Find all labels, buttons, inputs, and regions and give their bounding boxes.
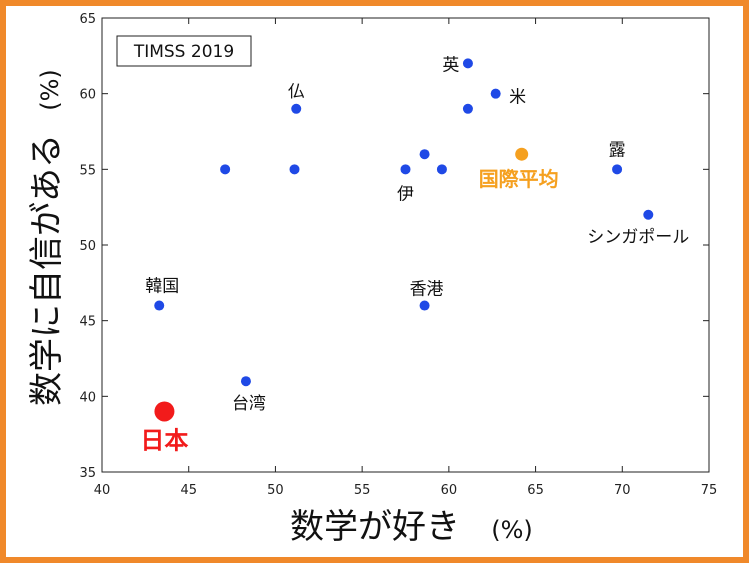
x-axis-title: 数学が好き (290, 507, 460, 547)
data-point (462, 58, 473, 69)
point-label: シンガポール (587, 228, 689, 248)
y-tick-label: 40 (79, 390, 96, 405)
x-tick-label: 50 (267, 483, 284, 498)
data-point (289, 164, 300, 175)
data-point (436, 164, 447, 175)
y-tick-label: 60 (79, 88, 96, 103)
point-label: 台湾 (232, 394, 266, 414)
x-axis-unit: (%) (491, 516, 533, 544)
data-point-average (515, 147, 529, 161)
data-point (643, 209, 654, 220)
x-tick-label: 70 (614, 483, 631, 498)
title-box (116, 35, 252, 67)
y-tick-label: 65 (79, 12, 96, 27)
point-label: 露 (609, 140, 626, 160)
x-tick-label: 75 (701, 483, 718, 498)
point-label: 米 (509, 88, 526, 108)
y-tick-label: 55 (79, 163, 96, 178)
data-point (400, 164, 411, 175)
data-point (291, 103, 302, 114)
y-tick-label: 50 (79, 239, 96, 254)
data-point (490, 88, 501, 99)
y-tick-label: 35 (79, 466, 96, 481)
point-label: 伊 (397, 184, 414, 204)
data-points (154, 58, 654, 422)
point-label: 香港 (410, 280, 444, 300)
data-point (154, 300, 165, 311)
data-point-japan (154, 401, 175, 422)
y-axis-title: 数学に自信がある (27, 134, 67, 406)
point-label: 国際平均 (479, 167, 559, 191)
data-point (220, 164, 231, 175)
point-label: 韓国 (145, 277, 179, 297)
data-point (462, 103, 473, 114)
tick-layer: 40 45 50 55 60 65 70 75 35 40 45 50 55 60 65 (79, 12, 717, 498)
x-tick-label: 55 (354, 483, 371, 498)
data-point (419, 149, 430, 160)
point-label: 日本 (140, 426, 188, 454)
chart-title: TIMSS 2019 (133, 42, 234, 62)
point-label: 仏 (288, 82, 305, 102)
data-point (612, 164, 623, 175)
data-point (240, 376, 251, 387)
data-point (419, 300, 430, 311)
x-tick-label: 45 (180, 483, 197, 498)
point-label: 英 (442, 55, 459, 75)
y-axis-unit: (%) (36, 69, 64, 111)
x-tick-label: 65 (527, 483, 544, 498)
x-tick-label: 40 (94, 483, 111, 498)
x-tick-label: 60 (441, 483, 458, 498)
y-tick-label: 45 (79, 315, 96, 330)
